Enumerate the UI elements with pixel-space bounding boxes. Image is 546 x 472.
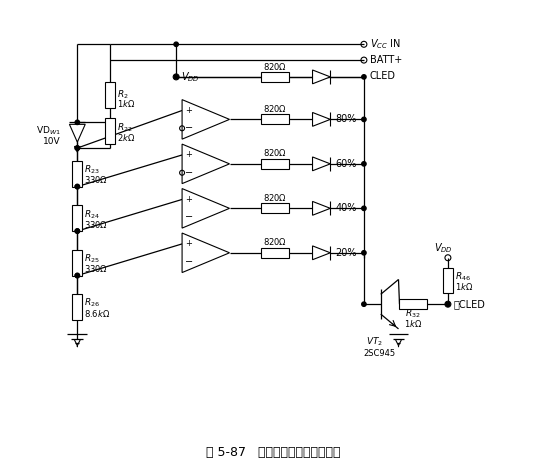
Text: $R_{23}$: $R_{23}$: [84, 163, 100, 176]
Polygon shape: [312, 112, 330, 126]
Text: 10V: 10V: [43, 136, 61, 146]
Circle shape: [362, 75, 366, 79]
Polygon shape: [182, 144, 229, 184]
Text: $R_{24}$: $R_{24}$: [84, 208, 100, 220]
Bar: [73, 205, 82, 231]
Bar: [105, 118, 115, 144]
Circle shape: [174, 42, 179, 46]
Circle shape: [75, 273, 80, 278]
Text: $V_{DD}$: $V_{DD}$: [434, 241, 453, 255]
Text: $820\Omega$: $820\Omega$: [263, 60, 287, 72]
Text: $820\Omega$: $820\Omega$: [263, 236, 287, 247]
Text: VD$_{W1}$: VD$_{W1}$: [36, 124, 61, 136]
Text: 图 5-87   监视电路结构及连接方法: 图 5-87 监视电路结构及连接方法: [206, 446, 340, 459]
Polygon shape: [312, 70, 330, 84]
Text: BATT+: BATT+: [370, 55, 402, 65]
Circle shape: [75, 229, 80, 233]
Text: $R_{46}$: $R_{46}$: [455, 270, 471, 283]
Text: −: −: [185, 212, 193, 222]
Text: $VT_2$: $VT_2$: [366, 336, 383, 348]
Polygon shape: [182, 100, 229, 139]
Circle shape: [75, 185, 80, 189]
Polygon shape: [182, 189, 229, 228]
Text: CLED: CLED: [370, 71, 396, 81]
Polygon shape: [312, 246, 330, 260]
Bar: [261, 248, 289, 258]
Text: $R_{26}$: $R_{26}$: [84, 297, 100, 310]
Bar: [261, 114, 289, 124]
Bar: [261, 72, 289, 82]
Circle shape: [362, 302, 366, 306]
Text: $1k\Omega$: $1k\Omega$: [117, 98, 135, 109]
Circle shape: [362, 117, 366, 122]
Circle shape: [362, 206, 366, 211]
Text: −: −: [185, 123, 193, 133]
Text: $R_2$: $R_2$: [117, 88, 128, 101]
Circle shape: [75, 146, 80, 150]
Text: $R_{25}$: $R_{25}$: [84, 253, 100, 265]
Text: +: +: [186, 239, 192, 248]
Bar: [443, 268, 453, 293]
Text: +: +: [186, 195, 192, 204]
Text: $330\Omega$: $330\Omega$: [84, 174, 108, 185]
Bar: [73, 161, 82, 186]
Text: $R_{22}$: $R_{22}$: [117, 121, 133, 134]
Circle shape: [75, 120, 80, 125]
Circle shape: [362, 251, 366, 255]
Text: $8.6k\Omega$: $8.6k\Omega$: [84, 308, 110, 319]
Polygon shape: [182, 233, 229, 272]
Text: $V_{CC}$ IN: $V_{CC}$ IN: [370, 37, 401, 51]
Bar: [105, 82, 115, 108]
Text: 40%: 40%: [335, 203, 357, 213]
Circle shape: [174, 75, 179, 79]
Circle shape: [446, 302, 450, 306]
Text: −: −: [185, 257, 193, 267]
Text: $1k\Omega$: $1k\Omega$: [404, 319, 423, 329]
Text: $1k\Omega$: $1k\Omega$: [455, 281, 473, 292]
Text: $330\Omega$: $330\Omega$: [84, 263, 108, 274]
Bar: [261, 203, 289, 213]
Bar: [261, 159, 289, 169]
Text: $820\Omega$: $820\Omega$: [263, 147, 287, 159]
Polygon shape: [312, 157, 330, 171]
Circle shape: [362, 162, 366, 166]
Bar: [73, 295, 82, 320]
Bar: [400, 299, 427, 309]
Text: +: +: [186, 106, 192, 115]
Circle shape: [75, 185, 80, 189]
Text: 2SC945: 2SC945: [363, 349, 395, 358]
Text: $820\Omega$: $820\Omega$: [263, 192, 287, 203]
Text: $330\Omega$: $330\Omega$: [84, 219, 108, 230]
Text: 80%: 80%: [335, 114, 357, 125]
Text: $V_{DD}$: $V_{DD}$: [181, 70, 200, 84]
Circle shape: [75, 146, 80, 150]
Bar: [73, 250, 82, 276]
Circle shape: [75, 273, 80, 278]
Text: $820\Omega$: $820\Omega$: [263, 103, 287, 114]
Text: 20%: 20%: [335, 248, 357, 258]
Text: +: +: [186, 151, 192, 160]
Text: −: −: [185, 168, 193, 178]
Text: $2k\Omega$: $2k\Omega$: [117, 132, 135, 143]
Text: $R_{32}$: $R_{32}$: [406, 308, 421, 320]
Polygon shape: [312, 202, 330, 215]
Polygon shape: [69, 124, 85, 142]
Text: 60%: 60%: [335, 159, 357, 169]
Text: 接CLED: 接CLED: [454, 299, 486, 309]
Circle shape: [75, 229, 80, 233]
